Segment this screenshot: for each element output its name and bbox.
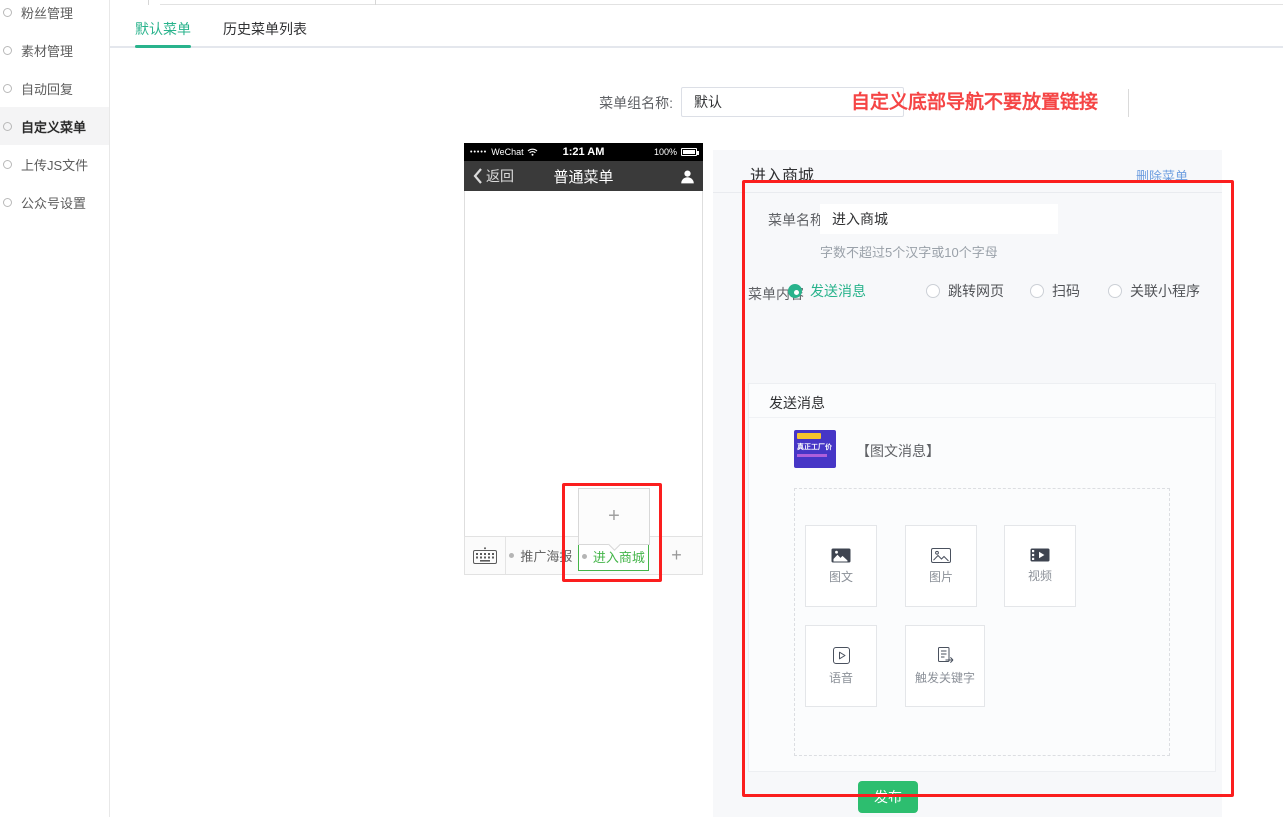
thumbnail-badge <box>797 433 821 439</box>
signal-dots-icon: ••••• <box>470 148 488 156</box>
radio-mini-program[interactable]: 关联小程序 <box>1108 281 1200 301</box>
menu-group-name-label: 菜单组名称: <box>599 95 673 111</box>
phone-preview: ••••• WeChat 1:21 AM 100% 普通菜单 返回 <box>464 143 703 575</box>
bullet-icon <box>509 553 515 558</box>
cropped-tab-border <box>148 0 1283 6</box>
circle-icon <box>3 45 12 55</box>
sidebar-item-fans[interactable]: 粉丝管理 <box>0 0 109 31</box>
status-time: 1:21 AM <box>562 146 605 158</box>
sidebar-item-account-settings[interactable]: 公众号设置 <box>0 183 109 221</box>
sidebar-item-label: 素材管理 <box>21 43 74 59</box>
material-voice-button[interactable]: 语音 <box>805 625 877 707</box>
input-edge-line <box>1128 89 1129 117</box>
radio-label: 跳转网页 <box>948 283 1004 299</box>
menu-editor-panel: 进入商城 删除菜单 菜单名称 字数不超过5个汉字或10个字母 菜单内容 发送消息… <box>713 150 1222 817</box>
chevron-left-icon <box>473 168 482 184</box>
phone-nav-bar: 普通菜单 返回 <box>464 161 703 191</box>
sidebar-list: 粉丝管理 素材管理 自动回复 自定义菜单 上传JS文件 公众号设置 <box>0 0 109 221</box>
profile-icon[interactable] <box>680 169 695 184</box>
tab-history-menu-list[interactable]: 历史菜单列表 <box>223 21 307 37</box>
material-video-button[interactable]: 视频 <box>1004 525 1076 607</box>
sidebar-item-label: 上传JS文件 <box>21 157 89 173</box>
sidebar-item-material[interactable]: 素材管理 <box>0 31 109 69</box>
send-message-title: 发送消息 <box>769 395 825 411</box>
circle-icon <box>3 121 12 131</box>
divider <box>749 417 1215 418</box>
divider <box>713 192 1222 193</box>
image-icon <box>931 547 951 563</box>
sidebar-item-upload-js[interactable]: 上传JS文件 <box>0 145 109 183</box>
phone-body <box>464 191 703 536</box>
thumbnail-text: 真正工厂价 <box>797 444 832 451</box>
thumbnail-line <box>797 454 827 457</box>
sidebar-item-label: 公众号设置 <box>21 195 87 211</box>
send-message-card: 发送消息 真正工厂价 【图文消息】 图文 图片 视频 <box>748 383 1216 772</box>
keyboard-toggle[interactable] <box>465 537 506 574</box>
back-label: 返回 <box>486 168 514 184</box>
radio-icon <box>1030 284 1044 298</box>
menu-item-label: 推广海报 <box>520 549 573 564</box>
radio-icon <box>1108 284 1122 298</box>
radio-scan-code[interactable]: 扫码 <box>1030 281 1080 301</box>
tab-bar: 默认菜单 历史菜单列表 <box>110 12 1283 48</box>
battery-icon <box>681 148 699 156</box>
sidebar: 粉丝管理 素材管理 自动回复 自定义菜单 上传JS文件 公众号设置 <box>0 0 110 817</box>
radio-send-message[interactable]: 发送消息 <box>788 281 866 301</box>
sidebar-item-auto-reply[interactable]: 自动回复 <box>0 69 109 107</box>
phone-page-title: 普通菜单 <box>553 168 614 186</box>
wifi-icon <box>527 148 538 156</box>
sidebar-item-custom-menu[interactable]: 自定义菜单 <box>0 107 109 145</box>
material-label: 图片 <box>928 569 953 584</box>
add-submenu-button[interactable]: + <box>578 488 650 545</box>
warning-annotation-text: 自定义底部导航不要放置链接 <box>851 92 1099 113</box>
radio-label: 关联小程序 <box>1130 283 1200 299</box>
news-icon <box>831 548 851 562</box>
material-picker: 图文 图片 视频 语音 触发关键字 <box>794 488 1170 756</box>
material-news-button[interactable]: 图文 <box>805 525 877 607</box>
material-label: 图文 <box>828 569 853 584</box>
menu-item-label: 进入商城 <box>592 549 645 565</box>
circle-icon <box>3 83 12 93</box>
material-label: 语音 <box>828 670 853 685</box>
news-message-label: 【图文消息】 <box>856 443 940 459</box>
circle-icon <box>3 7 12 17</box>
video-icon <box>1030 548 1050 562</box>
radio-icon <box>926 284 940 298</box>
voice-icon <box>832 646 850 664</box>
add-menu-button[interactable]: + <box>671 545 682 565</box>
sidebar-item-label: 粉丝管理 <box>21 5 74 21</box>
sidebar-item-label: 自动回复 <box>21 81 74 97</box>
tab-default-menu[interactable]: 默认菜单 <box>135 12 191 48</box>
phone-status-bar: ••••• WeChat 1:21 AM 100% <box>464 143 703 161</box>
editor-title: 进入商城 <box>750 168 815 185</box>
keyboard-icon <box>473 547 497 564</box>
publish-button[interactable]: 发布 <box>858 781 918 813</box>
menu-name-label: 菜单名称 <box>768 212 824 228</box>
menu-name-hint: 字数不超过5个汉字或10个字母 <box>820 245 998 260</box>
circle-icon <box>3 159 12 169</box>
menu-group-name-input[interactable] <box>681 87 904 117</box>
back-button[interactable]: 返回 <box>472 166 514 186</box>
delete-menu-link[interactable]: 删除菜单 <box>1136 169 1189 184</box>
keyword-icon <box>937 646 953 663</box>
material-label: 触发关键字 <box>914 670 975 685</box>
menu-name-input[interactable] <box>820 204 1058 234</box>
material-label: 视频 <box>1027 569 1052 583</box>
menu-item-promo-poster[interactable]: 推广海报 <box>506 537 576 574</box>
sidebar-item-label: 自定义菜单 <box>21 119 87 135</box>
battery-percent: 100% <box>653 147 677 157</box>
material-keyword-button[interactable]: 触发关键字 <box>905 625 985 707</box>
material-image-button[interactable]: 图片 <box>905 525 977 607</box>
circle-icon <box>3 197 12 207</box>
radio-icon <box>788 284 802 298</box>
plus-icon: + <box>608 505 620 527</box>
content-type-options: 发送消息 跳转网页 扫码 关联小程序 <box>788 281 1200 301</box>
radio-label: 扫码 <box>1052 283 1080 299</box>
radio-jump-webpage[interactable]: 跳转网页 <box>926 281 1004 301</box>
radio-label: 发送消息 <box>810 283 866 299</box>
carrier-label: WeChat <box>491 147 524 157</box>
news-thumbnail: 真正工厂价 <box>794 430 836 468</box>
bullet-icon <box>581 553 587 559</box>
